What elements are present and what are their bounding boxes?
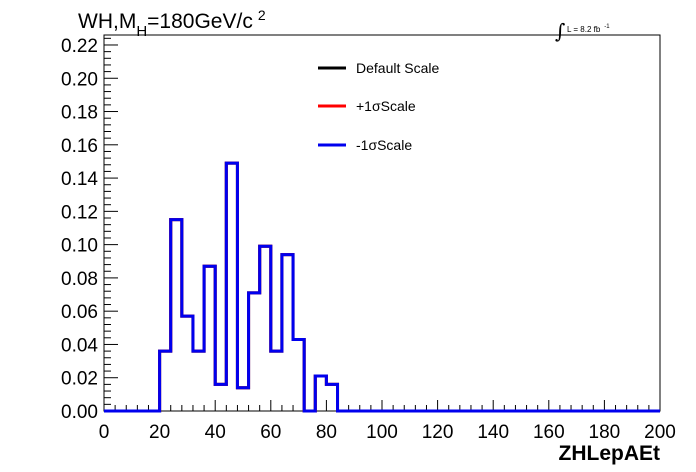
legend: Default Scale +1σScale -1σScale [318,60,439,153]
y-tick-label: 0.10 [61,236,98,257]
x-tick-label: 0 [99,422,110,443]
x-tick-label: 160 [533,422,565,443]
y-tick-label: 0.14 [61,169,98,190]
x-tick-label: 100 [366,422,398,443]
x-tick-label: 120 [422,422,454,443]
x-tick-label: 40 [205,422,226,443]
y-tick-label: 0.06 [61,302,98,323]
legend-entry-plus: +1σScale [318,98,416,114]
y-tick-label: 0.16 [61,136,98,157]
x-axis-title: ZHLepAEt [559,442,661,465]
x-tick-label: 140 [477,422,509,443]
x-tick-label: 200 [644,422,676,443]
chart-title: WH,MH=180GeV/c 2 [78,7,266,40]
x-tick-label: 60 [260,422,281,443]
legend-entry-default: Default Scale [318,60,439,76]
luminosity-label: ∫ L = 8.2 fb -1 [555,19,610,43]
x-tick-label: 20 [149,422,170,443]
x-tick-label: 180 [589,422,621,443]
y-tick-label: 0.18 [61,103,98,124]
y-tick-label: 0.22 [61,36,98,57]
y-tick-label: 0.20 [61,69,98,90]
y-tick-label: 0.04 [61,335,98,356]
y-tick-label: 0.12 [61,202,98,223]
integral-icon: ∫ [555,19,565,43]
legend-label-minus: -1σScale [356,137,412,153]
y-axis: 0.00 0.02 0.04 0.06 0.08 0.10 0.12 0.14 0.16 0.18… [61,36,118,423]
y-tick-label: 0.08 [61,269,98,290]
series-line-2 [104,161,660,413]
legend-label-plus: +1σScale [356,98,416,114]
x-tick-label: 80 [316,422,337,443]
lumi-text: L = 8.2 fb -1 [567,24,610,34]
legend-label-default: Default Scale [356,60,439,76]
y-tick-label: 0.00 [61,402,98,423]
plot-frame [103,34,661,412]
y-tick-label: 0.02 [61,369,98,390]
series-layer [104,161,660,413]
legend-entry-minus: -1σScale [318,137,412,153]
